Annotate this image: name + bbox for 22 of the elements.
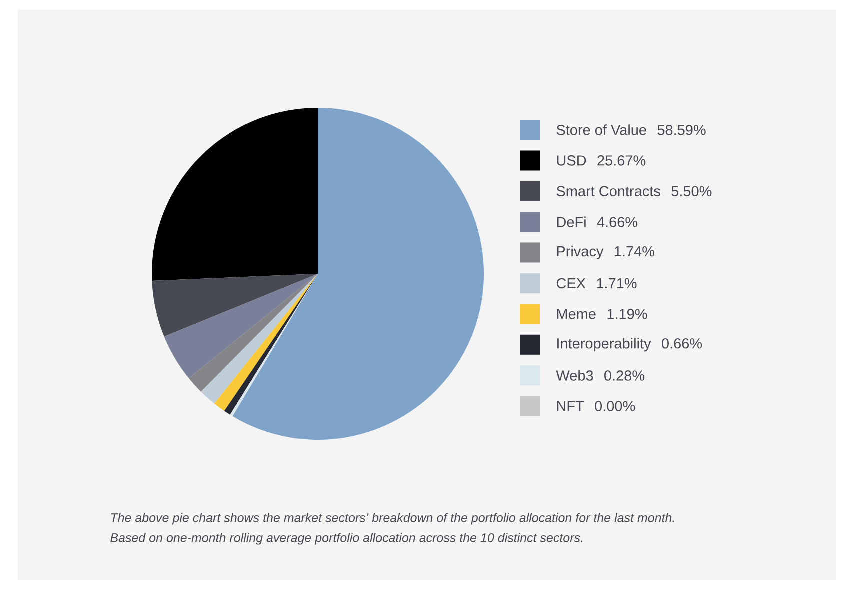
data-label: 25.67% bbox=[598, 156, 646, 166]
legend-label: DeFi bbox=[557, 216, 586, 228]
legend-label: Store of Value bbox=[556, 124, 646, 136]
data-label: 5.50% bbox=[672, 186, 712, 197]
legend-label: Privacy bbox=[557, 246, 604, 260]
legend-label: Meme bbox=[557, 309, 596, 320]
text: 0.00% bbox=[595, 401, 636, 412]
legend-label: NFT bbox=[557, 401, 584, 412]
text: Based on one-month rolling average portfolio allocation across the 10 distinct sectors. bbox=[110, 533, 582, 545]
text: The above pie chart shows the market sectors’ breakdown of the portfolio allocation for the last month. bbox=[111, 513, 674, 525]
legend-label: Interoperability bbox=[558, 338, 652, 352]
data-label: 4.66% bbox=[597, 217, 638, 228]
legend-label: Web3 bbox=[556, 370, 594, 381]
legend-label: USD bbox=[557, 156, 586, 166]
data-label: 1.74% bbox=[614, 246, 654, 257]
data-label: 0.66% bbox=[662, 338, 702, 349]
data-label: 1.71% bbox=[597, 278, 637, 289]
data-label: 0.28% bbox=[604, 370, 645, 381]
legend-label: Smart Contracts bbox=[556, 186, 660, 197]
data-label: 58.59% bbox=[658, 125, 706, 136]
legend-label: CEX bbox=[556, 278, 586, 289]
data-label: 1.19% bbox=[608, 309, 648, 320]
